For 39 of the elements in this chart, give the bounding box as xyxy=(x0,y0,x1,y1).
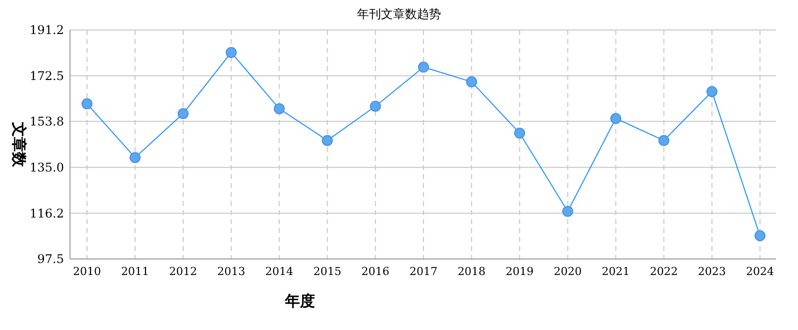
y-tick-label: 97.5 xyxy=(37,252,64,266)
y-axis-title: 文章数 xyxy=(10,121,28,168)
point xyxy=(226,46,237,58)
point xyxy=(514,128,526,139)
x-tick-label: 2015 xyxy=(313,265,342,278)
x-axis-title: 年度 xyxy=(284,292,315,310)
point xyxy=(178,108,189,120)
x-tick-label: 2010 xyxy=(73,265,101,278)
x-tick-label: 2017 xyxy=(410,265,438,278)
y-tick-label: 116.2 xyxy=(30,206,64,220)
point xyxy=(562,206,574,217)
y-tick-label: 172.5 xyxy=(30,68,64,83)
point xyxy=(322,134,333,146)
x-tick-label: 2018 xyxy=(458,265,486,278)
x-tick-label: 2022 xyxy=(650,265,678,278)
y-tick-label: 153.8 xyxy=(30,114,64,129)
x-tick-label: 2013 xyxy=(217,265,246,278)
point xyxy=(658,134,670,146)
point xyxy=(754,230,766,242)
x-tick-label: 2016 xyxy=(361,265,390,278)
x-tick-label: 2011 xyxy=(121,265,150,278)
x-tick-label: 2024 xyxy=(746,265,774,278)
point xyxy=(370,100,381,112)
x-tick-label: 2019 xyxy=(506,265,534,278)
x-tick-label: 2014 xyxy=(265,265,294,278)
y-tick-label: 135.0 xyxy=(30,160,64,175)
y-tick-label: 191.2 xyxy=(30,23,64,38)
x-tick-label: 2012 xyxy=(169,265,198,278)
point xyxy=(82,98,92,110)
x-tick-label: 2023 xyxy=(698,265,726,278)
point xyxy=(130,152,141,164)
point xyxy=(706,86,718,98)
x-tick-label: 2020 xyxy=(554,265,582,278)
point xyxy=(610,112,622,124)
x-tick-label: 2021 xyxy=(602,265,630,278)
point xyxy=(466,76,478,88)
point xyxy=(418,62,429,73)
chart-title: 年刊文章数趋势 xyxy=(357,7,441,21)
point xyxy=(274,103,285,114)
